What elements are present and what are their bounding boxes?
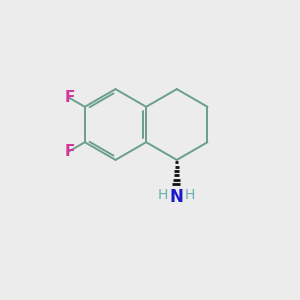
Text: H: H: [158, 188, 168, 203]
Text: N: N: [169, 188, 183, 206]
Text: H: H: [184, 188, 195, 203]
Text: F: F: [65, 144, 75, 159]
Text: F: F: [65, 90, 75, 105]
